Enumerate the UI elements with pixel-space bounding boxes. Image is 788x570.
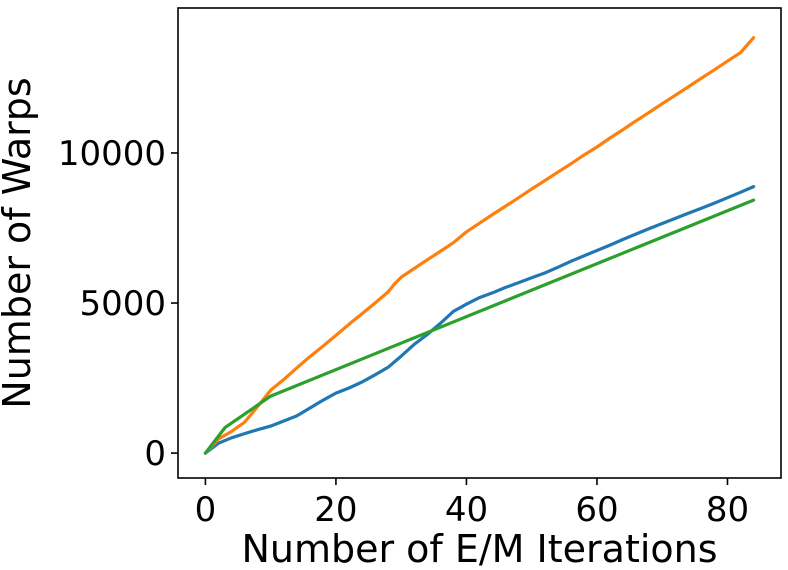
series-line-3 xyxy=(203,198,756,455)
x-tick-label: 0 xyxy=(195,490,217,530)
x-tick-label: 80 xyxy=(706,490,749,530)
series-layer xyxy=(203,36,756,455)
axes-frame xyxy=(177,7,782,479)
y-axis-label: Number of Warps xyxy=(0,77,39,408)
series-line-2 xyxy=(203,36,756,455)
plot-area xyxy=(177,7,782,479)
y-tick-label: 5000 xyxy=(79,284,166,324)
y-tick-label: 10000 xyxy=(58,134,166,174)
x-tick-label: 40 xyxy=(445,490,488,530)
x-axis-label: Number of E/M Iterations xyxy=(241,527,717,570)
y-tick-label: 0 xyxy=(144,434,166,474)
series-line-1 xyxy=(203,185,756,455)
x-axis: 0 20 40 60 80 xyxy=(195,478,749,530)
x-tick-label: 20 xyxy=(314,490,357,530)
x-tick-label: 60 xyxy=(575,490,618,530)
y-axis: 0 5000 10000 xyxy=(58,134,178,474)
